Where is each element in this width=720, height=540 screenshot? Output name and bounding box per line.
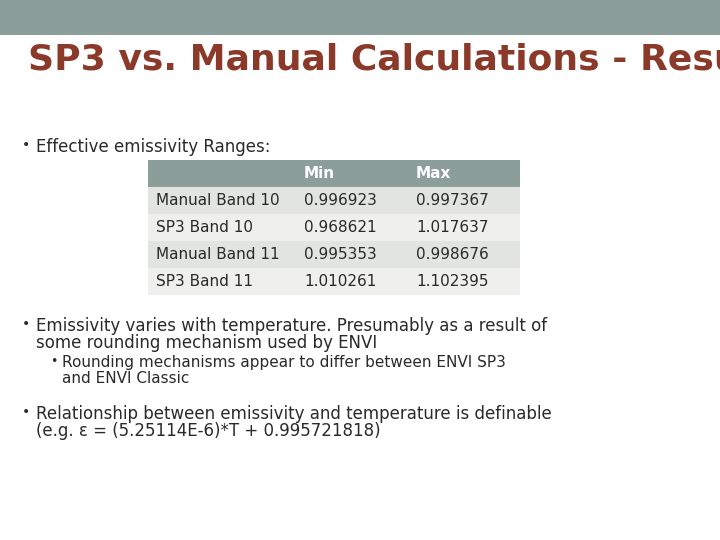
Text: 0.996923: 0.996923 xyxy=(304,193,377,208)
Text: •: • xyxy=(22,405,30,419)
Text: 1.017637: 1.017637 xyxy=(416,220,488,235)
Text: SP3 Band 10: SP3 Band 10 xyxy=(156,220,253,235)
Text: (e.g. ε = (5.25114E-6)*T + 0.995721818): (e.g. ε = (5.25114E-6)*T + 0.995721818) xyxy=(36,422,381,440)
Bar xyxy=(0,0,720,35)
Text: and ENVI Classic: and ENVI Classic xyxy=(62,371,189,386)
Bar xyxy=(148,214,520,241)
Text: 0.995353: 0.995353 xyxy=(304,247,377,262)
Bar xyxy=(148,241,520,268)
Text: Effective emissivity Ranges:: Effective emissivity Ranges: xyxy=(36,138,271,156)
Bar xyxy=(148,187,520,214)
Bar xyxy=(148,160,520,187)
Text: •: • xyxy=(50,355,58,368)
Text: Manual Band 10: Manual Band 10 xyxy=(156,193,279,208)
Text: •: • xyxy=(22,138,30,152)
Text: Min: Min xyxy=(304,166,335,181)
Text: 1.010261: 1.010261 xyxy=(304,274,377,289)
Text: Emissivity varies with temperature. Presumably as a result of: Emissivity varies with temperature. Pres… xyxy=(36,317,547,335)
Text: some rounding mechanism used by ENVI: some rounding mechanism used by ENVI xyxy=(36,334,377,352)
Text: •: • xyxy=(22,317,30,331)
Text: 1.102395: 1.102395 xyxy=(416,274,488,289)
Text: 0.998676: 0.998676 xyxy=(416,247,489,262)
Text: Rounding mechanisms appear to differ between ENVI SP3: Rounding mechanisms appear to differ bet… xyxy=(62,355,506,370)
Text: SP3 vs. Manual Calculations - Results: SP3 vs. Manual Calculations - Results xyxy=(28,43,720,77)
Bar xyxy=(148,268,520,295)
Text: 0.968621: 0.968621 xyxy=(304,220,377,235)
Text: SP3 Band 11: SP3 Band 11 xyxy=(156,274,253,289)
Text: Manual Band 11: Manual Band 11 xyxy=(156,247,279,262)
Text: Relationship between emissivity and temperature is definable: Relationship between emissivity and temp… xyxy=(36,405,552,423)
Text: Max: Max xyxy=(416,166,451,181)
Text: 0.997367: 0.997367 xyxy=(416,193,489,208)
